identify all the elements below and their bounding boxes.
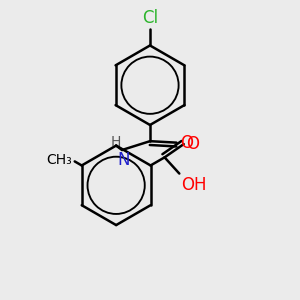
Text: O: O: [180, 134, 193, 152]
Text: O: O: [186, 134, 199, 152]
Text: H: H: [110, 135, 121, 149]
Text: CH₃: CH₃: [46, 153, 72, 167]
Text: Cl: Cl: [142, 9, 158, 27]
Text: OH: OH: [181, 176, 206, 194]
Text: N: N: [117, 151, 130, 169]
